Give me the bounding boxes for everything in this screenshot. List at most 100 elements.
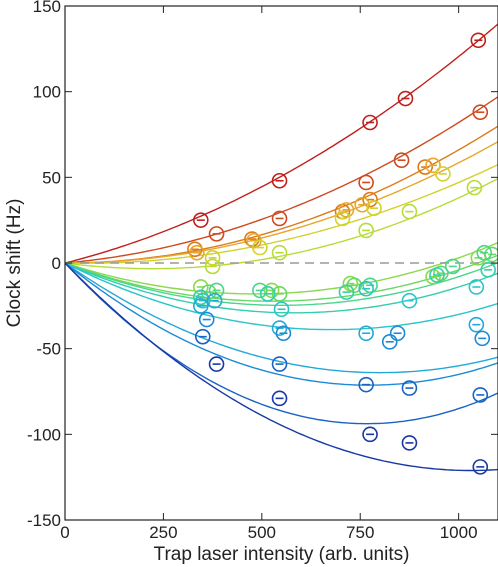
fit-curve-15 [65, 262, 498, 472]
point-marker [417, 159, 433, 175]
data-point [259, 286, 276, 302]
point-marker [275, 325, 292, 342]
point-marker [480, 262, 496, 278]
x-tick-label: 1000 [440, 523, 478, 542]
point-marker [429, 267, 445, 283]
data-point [468, 279, 485, 295]
data-point [401, 380, 418, 396]
point-marker [271, 320, 288, 336]
data-point [484, 246, 498, 263]
data-point [362, 114, 378, 131]
point-marker [366, 200, 382, 216]
point-marker [271, 356, 288, 372]
fit-curve-3 [65, 125, 498, 264]
tick-marks-layer [64, 5, 498, 521]
data-point [275, 325, 292, 342]
data-point [358, 280, 374, 297]
point-marker [271, 390, 288, 407]
data-point [472, 104, 489, 121]
point-marker [189, 244, 205, 261]
point-marker [208, 356, 225, 372]
data-point [362, 426, 378, 443]
point-marker [204, 258, 221, 275]
point-marker [187, 241, 203, 258]
data-point [271, 244, 288, 261]
data-point [470, 32, 487, 49]
point-marker [271, 286, 288, 302]
data-point [198, 311, 215, 328]
point-marker [358, 376, 374, 393]
fit-curve-5 [65, 163, 498, 264]
data-point [252, 239, 268, 256]
x-tick-label: 750 [346, 523, 374, 542]
data-point [194, 328, 211, 345]
data-point [435, 166, 451, 182]
data-points-layer [187, 32, 498, 475]
data-point [417, 159, 433, 175]
point-marker [425, 157, 441, 174]
point-marker [338, 202, 355, 218]
point-marker [476, 244, 493, 261]
point-marker [444, 258, 461, 275]
y-tick-label: 50 [42, 168, 61, 187]
point-marker [401, 203, 418, 220]
point-marker [470, 32, 487, 49]
point-marker [401, 292, 418, 309]
data-point [425, 157, 441, 174]
point-marker [252, 239, 268, 256]
point-marker [466, 179, 483, 196]
data-point [193, 298, 209, 314]
y-axis-label: Clock shift (Hz) [4, 199, 25, 328]
y-tick-label: -100 [27, 425, 61, 444]
data-point [271, 390, 288, 407]
data-point [389, 325, 406, 342]
fit-curve-13 [65, 262, 498, 386]
data-point [206, 292, 223, 309]
point-marker [397, 90, 414, 107]
data-point [271, 172, 288, 189]
point-marker [474, 330, 491, 347]
data-point [444, 258, 461, 275]
point-marker [389, 325, 406, 342]
point-marker [208, 282, 225, 299]
point-marker [354, 196, 370, 213]
point-marker [193, 298, 209, 314]
data-point [208, 282, 225, 299]
data-point [334, 210, 351, 227]
point-marker [206, 292, 223, 309]
fit-curve-12 [65, 262, 498, 374]
data-point [354, 196, 370, 213]
point-marker [358, 174, 374, 191]
data-point [366, 200, 382, 216]
fit-curve-6 [65, 177, 498, 270]
point-marker [468, 279, 485, 295]
point-marker [362, 277, 378, 294]
data-point [187, 241, 203, 258]
fit-curve-10 [65, 262, 498, 314]
data-point [193, 212, 209, 228]
point-marker [194, 328, 211, 345]
point-marker [273, 301, 290, 318]
data-point [338, 284, 355, 300]
data-point [474, 330, 491, 347]
point-marker [271, 210, 288, 227]
data-point [189, 244, 205, 261]
point-marker [204, 250, 221, 266]
data-point [472, 459, 489, 475]
data-point [208, 356, 225, 372]
point-marker [468, 316, 485, 333]
point-marker [271, 244, 288, 261]
data-point [358, 222, 374, 239]
y-tick-label: -50 [36, 340, 61, 359]
data-point [204, 250, 221, 266]
point-marker [263, 282, 280, 299]
x-axis-label: Trap laser intensity (arb. units) [154, 544, 410, 565]
data-point [271, 356, 288, 372]
data-point [468, 316, 485, 333]
data-point [429, 267, 445, 283]
point-marker [334, 210, 351, 227]
data-point [358, 325, 374, 342]
point-marker [472, 459, 489, 475]
data-point [208, 226, 225, 242]
